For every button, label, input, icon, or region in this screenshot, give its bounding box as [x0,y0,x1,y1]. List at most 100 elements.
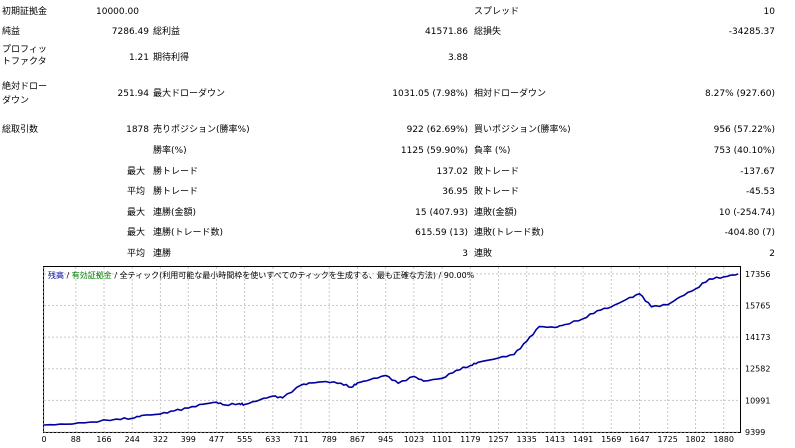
gross-profit-label: 総利益 [153,27,181,37]
legend-balance: 残高 [48,271,64,280]
x-tick-label: 1802 [685,435,705,444]
x-tick-label: 88 [71,435,81,444]
avg-win-trade-label: 勝トレード [153,187,199,197]
expected-payoff-label: 期待利得 [153,53,190,63]
chart-grid [43,267,740,433]
max-loss-trade-label: 敗トレード [474,167,520,177]
max-consec-loss-cnt-label: 連敗(トレード数) [474,228,545,238]
legend-sep-1: / [64,271,72,280]
avg-consec-win-value: 3 [462,249,468,259]
profit-factor-label-1: プロフィッ [2,45,47,55]
max-label-1: 最大 [127,167,146,177]
net-profit-label: 純益 [2,27,21,37]
x-tick-label: 1880 [714,435,734,444]
max-consec-win-cnt-value: 615.59 (13) [415,228,468,238]
y-tick-label: 15765 [745,301,770,310]
avg-label-2: 平均 [127,249,146,259]
max-consec-loss-amt-value: 10 (-254.74) [718,208,775,218]
x-tick-label: 1647 [629,435,649,444]
x-tick-label: 1491 [573,435,593,444]
win-rate-value: 1125 (59.90%) [400,146,468,156]
legend-quality: 90.00% [443,271,475,280]
y-tick-label: 10991 [745,396,770,405]
balance-line [43,273,739,426]
x-tick-label: 945 [378,435,393,444]
max-label-2: 最大 [127,208,146,218]
x-tick-label: 1725 [658,435,678,444]
y-tick-label: 9399 [745,428,765,437]
initial-deposit-value: 10000.00 [96,7,139,17]
short-positions-value: 922 (62.69%) [406,125,468,135]
x-tick-label: 1413 [545,435,565,444]
balance-chart: 0 88 166 244 322 399 477 555 633 711 789 867 945 1023… [41,266,770,444]
x-tick-label: 1101 [432,435,452,444]
spread-value: 10 [763,7,775,17]
rel-dd-label: 相対ドローダウン [474,89,547,99]
x-tick-label: 166 [96,435,111,444]
gross-profit-value: 41571.86 [425,27,468,37]
x-tick-label: 399 [181,435,196,444]
avg-consec-loss-label: 連敗 [474,249,493,259]
gross-loss-label: 総損失 [474,27,502,37]
avg-consec-win-label: 連勝 [153,249,172,259]
initial-deposit-label: 初期証拠金 [2,7,48,17]
x-tick-label: 789 [322,435,337,444]
max-consec-win-amt-value: 15 (407.93) [415,208,468,218]
profit-factor-label-2: トファクタ [2,57,47,67]
max-dd-value: 1031.05 (7.98%) [392,89,468,99]
x-tick-label: 711 [293,435,308,444]
y-tick-label: 14173 [745,333,770,342]
legend-model: 全ティック(利用可能な最小時間枠を使いすべてのティックを生成する、最も正確な方法… [119,271,436,280]
max-loss-trade-value: -137.67 [740,167,775,177]
avg-label-1: 平均 [127,187,146,197]
x-tick-label: 244 [125,435,140,444]
y-tick-label: 17356 [745,270,770,279]
x-tick-label: 633 [265,435,280,444]
net-profit-value: 7286.49 [111,27,149,37]
chart-legend: 残高 / 有効証拠金 / 全ティック(利用可能な最小時間枠を使いすべてのティック… [48,270,474,281]
y-axis-ticks: 17356 15765 14173 12582 10991 9399 [745,270,770,437]
x-tick-label: 322 [153,435,168,444]
max-dd-label: 最大ドローダウン [153,89,226,99]
avg-loss-trade-label: 敗トレード [474,187,520,197]
legend-sep-2: / [111,271,120,280]
x-tick-label: 0 [41,435,46,444]
max-consec-win-cnt-label: 連勝(トレード数) [153,228,224,238]
x-tick-label: 1023 [404,435,424,444]
long-positions-label: 買いポジション(勝率%) [474,125,571,135]
legend-equity: 有効証拠金 [71,271,112,280]
plot-frame [43,266,741,433]
short-positions-label: 売りポジション(勝率%) [153,125,250,135]
max-consec-loss-cnt-value: -404.80 (7) [724,228,775,238]
expected-payoff-value: 3.88 [447,53,468,63]
max-win-trade-label: 勝トレード [153,167,199,177]
abs-dd-value: 251.94 [117,89,150,99]
loss-rate-label: 負率 (%) [474,146,511,156]
total-trades-value: 1878 [126,125,149,135]
long-positions-value: 956 (57.22%) [713,125,775,135]
abs-dd-label-1: 絶対ドロー [2,82,48,92]
rel-dd-value: 8.27% (927.60) [705,89,775,99]
x-tick-label: 477 [209,435,224,444]
abs-dd-label-2: ダウン [2,96,30,106]
max-win-trade-value: 137.02 [436,167,469,177]
gross-loss-value: -34285.37 [728,27,775,37]
y-tick-label: 12582 [745,365,770,374]
avg-loss-trade-value: -45.53 [745,187,775,197]
total-trades-label: 総取引数 [2,125,39,135]
spread-label: スプレッド [474,7,520,17]
profit-factor-value: 1.21 [128,53,149,63]
max-consec-win-amt-label: 連勝(金額) [153,208,197,218]
x-tick-label: 555 [237,435,252,444]
avg-win-trade-value: 36.95 [442,187,468,197]
legend-sep-3: / [435,271,444,280]
x-axis-ticks: 0 88 166 244 322 399 477 555 633 711 789 867 945 1023… [41,435,733,444]
x-tick-label: 1179 [460,435,480,444]
loss-rate-value: 753 (40.10%) [713,146,775,156]
avg-consec-loss-value: 2 [769,249,775,259]
x-tick-label: 1335 [517,435,537,444]
win-rate-label: 勝率(%) [153,146,187,156]
max-consec-loss-amt-label: 連敗(金額) [474,208,518,218]
max-label-3: 最大 [127,228,146,238]
x-tick-label: 867 [350,435,365,444]
